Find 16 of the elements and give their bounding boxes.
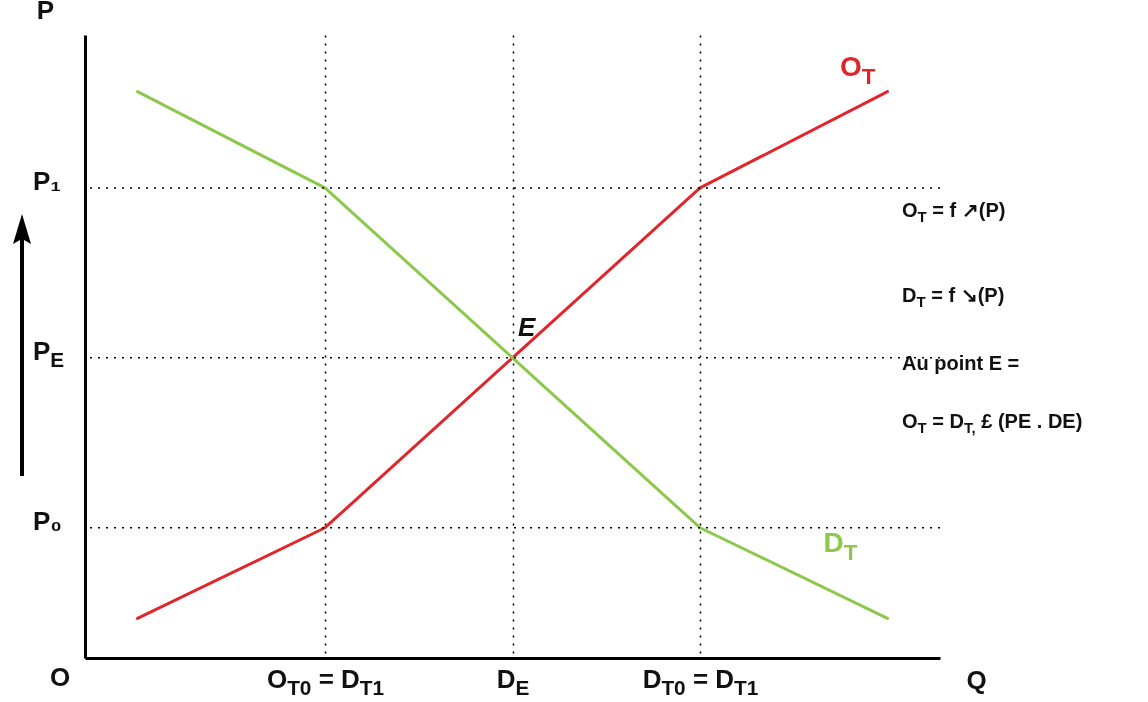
x-tick-label: D$_{T0}$ = D$_{T1}$ [642,663,759,699]
ref-line-label: P₁ [33,165,62,196]
x-axis-title: Q [966,664,987,695]
annotation: E [518,312,536,343]
ref-line-label: P₀ [33,505,63,536]
x-tick-label: D$_{E}$ [496,663,530,699]
series-label: O$_{T}$ [840,50,876,89]
annotation: D$_{T}$ = f ↘(P) [902,283,1005,310]
annotation: Au point E = [902,352,1020,375]
ref-line-label: P$_{E}$ [33,335,65,372]
x-tick-label: O$_{T0}$ = D$_{T1}$ [266,663,385,699]
text: O [50,662,71,693]
annotation: O$_{T}$ = f ↗(P) [902,198,1006,225]
annotation: O$_{T}$ = D$_{T,}$ £ (PE . DE) [902,410,1083,436]
series-label: D$_{T}$ [823,527,858,566]
y-axis-title: P [36,0,55,25]
